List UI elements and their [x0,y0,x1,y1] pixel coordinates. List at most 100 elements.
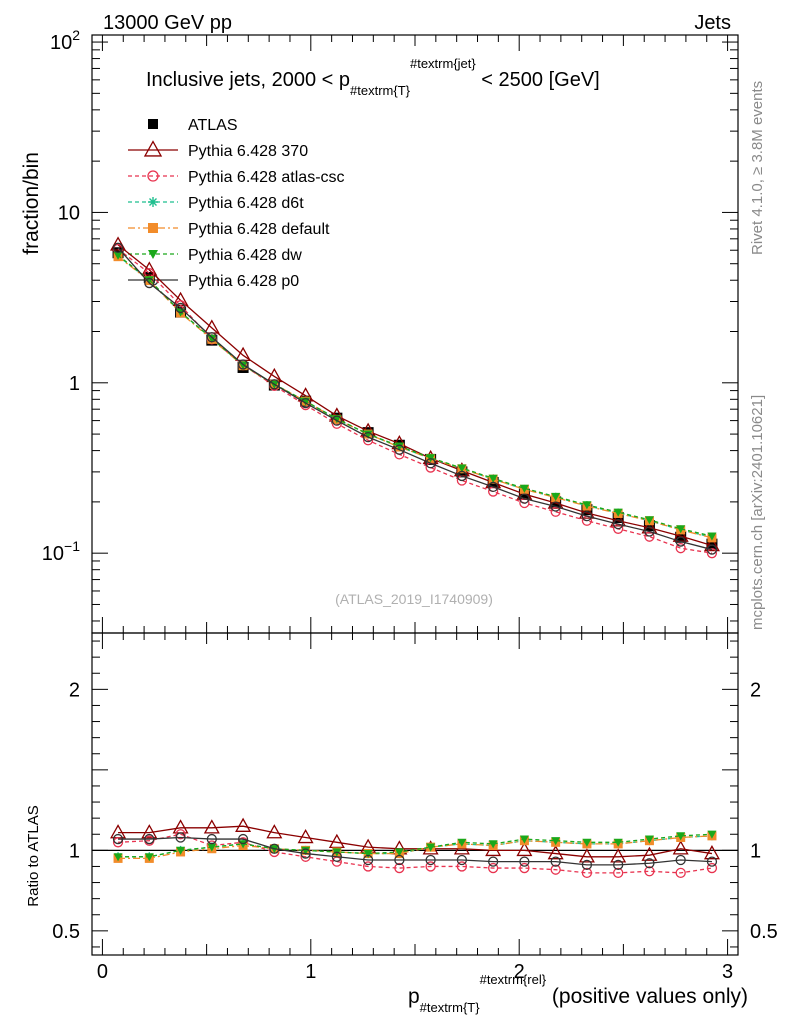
data-point [578,848,595,863]
legend-item: ATLAS [148,117,238,134]
data-point [706,856,718,867]
data-point [269,379,280,390]
data-point [644,835,654,844]
main-y-tick-label: 1 [69,373,80,395]
source-note: mcplots.cern.ch [arXiv:2401.10621] [749,395,766,630]
data-point [394,862,405,874]
legend-item: Pythia 6.428 d6t [128,195,304,212]
legend-label: Pythia 6.428 p0 [188,273,299,290]
data-point [175,829,186,840]
series-pythia-6-428-d6t [113,251,717,542]
data-point [550,506,561,517]
ratio-y-tick-label-right: 2 [750,679,761,701]
data-point [581,867,593,879]
data-point [112,242,124,253]
data-point [175,832,186,843]
ratio-y-axis: 0.5 0.5 1 1 2 2 [52,640,778,948]
legend-label: Pythia 6.428 default [188,221,330,238]
legend-label: Pythia 6.428 d6t [188,195,304,212]
title-superscript: #textrm{jet} [410,56,476,71]
legend-marker [147,170,159,182]
x-label-tail: (positive values only) [546,985,748,1008]
legend-marker [143,140,163,157]
data-point [707,532,717,541]
data-point [141,824,158,839]
ratio-y-label: Ratio to ATLAS [25,805,42,906]
data-point [706,862,718,874]
data-point [362,431,374,443]
series-line [118,825,713,858]
data-point [331,851,343,862]
header-right-label: Jets [694,12,731,34]
data-point [144,853,154,862]
data-point [613,519,624,530]
legend-label: Pythia 6.428 dw [188,247,302,264]
data-point [550,856,561,867]
data-point [581,859,593,870]
x-axis-label: p#textrm{T} #textrm{rel} (positive values… [408,972,748,1015]
data-point [207,334,217,343]
data-point [516,841,533,857]
data-point [703,845,720,860]
data-point [331,415,343,426]
series-line [118,835,712,860]
legend-item: Pythia 6.428 atlas-csc [128,169,345,186]
series-line [117,254,713,537]
data-point [144,833,155,845]
series-pythia-6-428-370 [110,817,720,863]
data-point [582,838,592,847]
legend-marker [148,223,158,233]
ratio-frame [91,632,739,956]
data-point [613,867,624,879]
legend: ATLAS Pythia 6.428 370 Pythia 6.428 atlas-… [128,117,345,290]
data-point [235,817,252,832]
data-point [550,501,561,512]
data-point [613,859,624,870]
data-point [172,819,189,834]
data-point [394,848,404,857]
data-point [675,543,686,554]
data-point [203,319,220,334]
data-point [610,512,627,527]
data-point [551,837,561,846]
analysis-watermark: (ATLAS_2019_I1740909) [335,591,493,607]
main-y-tick-label: 10−1 [42,538,80,565]
data-point [328,833,345,849]
data-point [613,838,623,847]
series-line [117,255,713,538]
legend-marker [148,119,158,129]
data-point [206,833,217,845]
data-point [425,458,436,469]
data-point [676,525,686,534]
ratio-y-tick-label-right: 1 [750,840,761,862]
data-point [578,504,595,519]
series-pythia-6-428-atlas-csc [112,243,718,559]
data-point [582,501,592,510]
series-line [118,833,712,858]
series-pythia-6-428-dw [113,830,717,862]
data-point [488,840,498,849]
legend-item: Pythia 6.428 dw [128,247,302,264]
data-point [394,442,404,451]
data-point [487,481,499,493]
data-point [297,828,314,844]
data-point [643,520,655,532]
series-line [117,248,713,554]
data-point [203,819,220,834]
data-point [487,856,499,867]
main-y-tick-label: 102 [50,27,80,54]
data-point [675,867,686,879]
data-point [675,854,686,866]
data-point [362,861,374,872]
legend-item: Pythia 6.428 370 [128,140,308,160]
legend-label: Pythia 6.428 370 [188,143,308,160]
data-point [707,830,717,839]
ratio-y-tick-label-right: 0.5 [750,921,778,943]
data-point [175,302,186,314]
data-point [550,864,561,875]
data-point [426,843,436,852]
data-point [237,833,249,845]
data-point [581,510,593,522]
title-main: Inclusive jets, 2000 < p [146,69,350,91]
data-point [675,536,686,547]
